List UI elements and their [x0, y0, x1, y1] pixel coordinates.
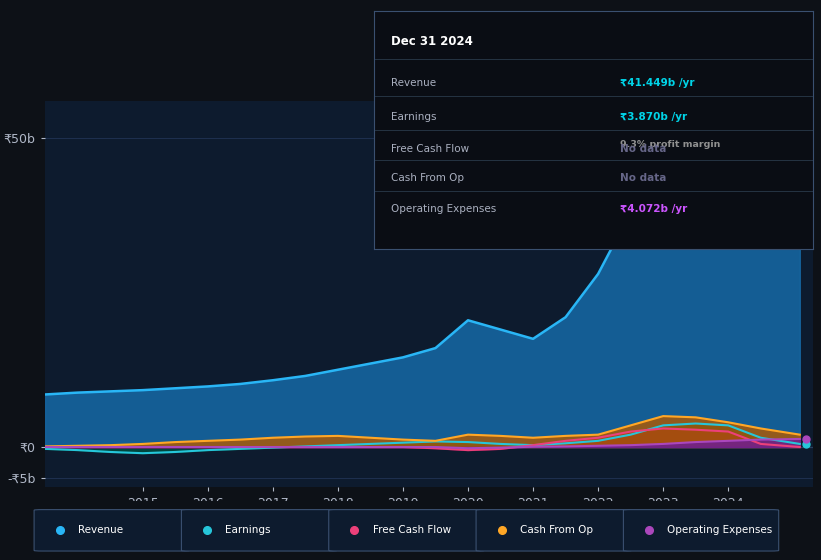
Text: Operating Expenses: Operating Expenses — [667, 525, 773, 535]
Text: Earnings: Earnings — [225, 525, 271, 535]
Text: 9.3% profit margin: 9.3% profit margin — [620, 140, 720, 149]
Text: Cash From Op: Cash From Op — [391, 173, 464, 183]
Text: Cash From Op: Cash From Op — [520, 525, 593, 535]
Text: ₹41.449b /yr: ₹41.449b /yr — [620, 78, 694, 87]
FancyBboxPatch shape — [34, 510, 190, 551]
Text: No data: No data — [620, 173, 666, 183]
Text: Free Cash Flow: Free Cash Flow — [391, 144, 470, 154]
Text: ₹3.870b /yr: ₹3.870b /yr — [620, 112, 686, 122]
FancyBboxPatch shape — [476, 510, 631, 551]
Text: No data: No data — [620, 144, 666, 154]
FancyBboxPatch shape — [181, 510, 337, 551]
Text: Revenue: Revenue — [391, 78, 436, 87]
FancyBboxPatch shape — [623, 510, 778, 551]
Text: Earnings: Earnings — [391, 112, 437, 122]
Text: Free Cash Flow: Free Cash Flow — [373, 525, 451, 535]
Text: Operating Expenses: Operating Expenses — [391, 204, 497, 214]
Text: Dec 31 2024: Dec 31 2024 — [391, 35, 473, 48]
FancyBboxPatch shape — [328, 510, 484, 551]
Text: ₹4.072b /yr: ₹4.072b /yr — [620, 204, 687, 214]
Text: Revenue: Revenue — [78, 525, 123, 535]
